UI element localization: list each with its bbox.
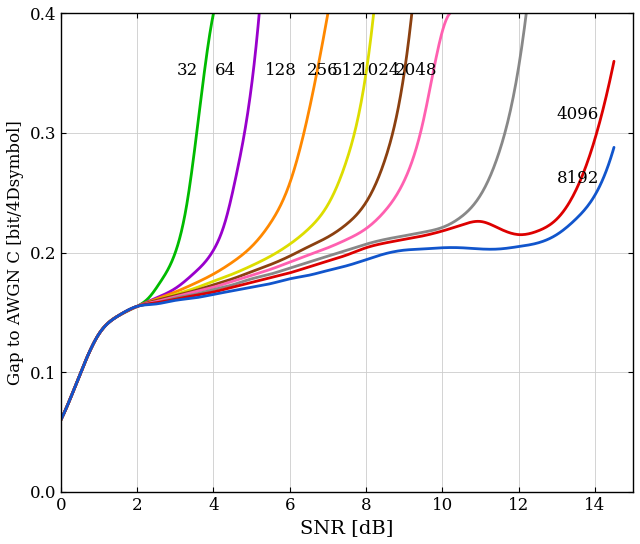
Text: 8192: 8192 — [557, 170, 599, 187]
Text: 64: 64 — [215, 62, 236, 79]
Y-axis label: Gap to AWGN C [bit/4Dsymbol]: Gap to AWGN C [bit/4Dsymbol] — [7, 120, 24, 385]
Text: 256: 256 — [307, 62, 339, 79]
Text: 128: 128 — [265, 62, 297, 79]
Text: 32: 32 — [177, 62, 198, 79]
X-axis label: SNR [dB]: SNR [dB] — [300, 519, 394, 537]
Text: 512: 512 — [332, 62, 364, 79]
Text: 1024: 1024 — [358, 62, 401, 79]
Text: 4096: 4096 — [557, 107, 599, 123]
Text: 2048: 2048 — [395, 62, 437, 79]
